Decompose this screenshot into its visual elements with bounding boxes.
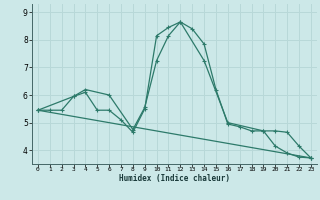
X-axis label: Humidex (Indice chaleur): Humidex (Indice chaleur) (119, 174, 230, 183)
